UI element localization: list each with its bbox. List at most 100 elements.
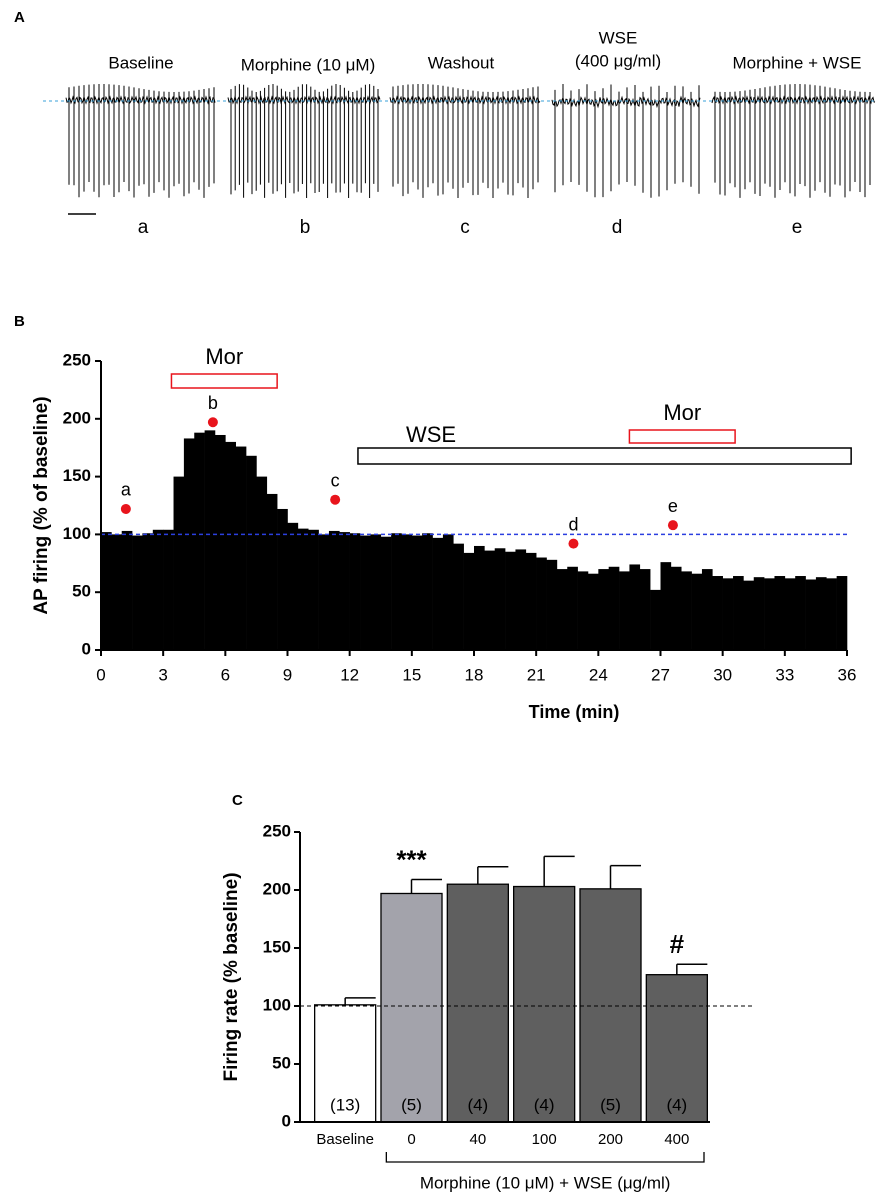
trace-noise [227, 95, 381, 105]
panel-label: A [14, 9, 25, 26]
bar [360, 535, 371, 650]
bar [277, 508, 288, 650]
panel-label: B [14, 313, 25, 330]
bar [691, 573, 703, 650]
y-tick-label: 250 [263, 821, 291, 840]
bar [204, 430, 216, 650]
bar [722, 578, 734, 650]
n-label: (4) [534, 1095, 555, 1114]
bar [629, 564, 641, 650]
n-label: (5) [401, 1095, 422, 1114]
significance-label: *** [396, 844, 427, 874]
x-tick-label: 200 [598, 1131, 623, 1148]
bar [121, 530, 133, 650]
span-box [628, 429, 736, 444]
bar [411, 535, 423, 650]
trace-letter: a [138, 217, 149, 238]
bar [235, 446, 247, 650]
bar [815, 577, 827, 650]
bar [132, 535, 143, 650]
bar [225, 441, 236, 650]
x-tick-label: 0 [96, 665, 105, 684]
x-tick-label: 3 [158, 665, 167, 684]
trace-letter: d [612, 217, 623, 238]
x-tick-label: 18 [465, 665, 484, 684]
x-tick-label: 30 [713, 665, 732, 684]
trace-spikes [230, 84, 379, 198]
trace-noise [711, 95, 876, 105]
trace-spikes [68, 84, 215, 198]
x-tick-label: 100 [532, 1131, 557, 1148]
y-tick-label: 100 [263, 995, 291, 1014]
bar [743, 580, 755, 650]
bar [505, 551, 516, 650]
bar [163, 529, 174, 650]
marker-label: a [121, 480, 132, 500]
bar [805, 579, 817, 650]
y-tick-label: 250 [63, 350, 91, 369]
bar [681, 571, 692, 650]
bar [650, 589, 661, 650]
marker-label: d [568, 514, 578, 534]
bar [463, 552, 475, 650]
bar [446, 883, 509, 1123]
bar [660, 562, 672, 650]
x-tick-label: 12 [340, 665, 359, 684]
marker-label: b [208, 393, 218, 413]
bar [484, 550, 496, 650]
bar [753, 577, 765, 650]
bar [579, 888, 642, 1123]
bar [256, 476, 268, 650]
span-box [170, 373, 278, 389]
bar [764, 578, 775, 650]
trace-noise [551, 95, 701, 109]
bar [494, 548, 506, 650]
bar [349, 533, 361, 650]
bar [422, 533, 433, 650]
bar [318, 534, 330, 650]
y-tick-label: 200 [263, 879, 291, 898]
bar [328, 530, 340, 650]
bar [111, 534, 123, 650]
bar [380, 892, 443, 1123]
x-tick-label: 36 [838, 665, 857, 684]
bar [567, 566, 578, 650]
marker [667, 520, 678, 531]
x-axis-label: Time (min) [529, 702, 620, 722]
bar [101, 532, 112, 650]
x-tick-label: 40 [469, 1131, 486, 1148]
x-tick-label: 27 [651, 665, 670, 684]
x-tick-label: 400 [664, 1131, 689, 1148]
x-tick-label: 9 [283, 665, 292, 684]
bar [246, 455, 257, 650]
condition-label: (400 μg/ml) [575, 51, 661, 70]
condition-label: Morphine (10 μM) [241, 55, 376, 74]
bar [391, 533, 402, 650]
bar [287, 522, 299, 650]
bar [380, 536, 392, 650]
y-tick-label: 0 [282, 1111, 291, 1130]
bar [266, 493, 278, 650]
marker-label: e [668, 496, 678, 516]
bar [453, 543, 464, 650]
bar [183, 438, 195, 650]
bar [152, 529, 164, 650]
bar [608, 566, 620, 650]
marker [330, 494, 341, 505]
n-label: (4) [467, 1095, 488, 1114]
condition-label: Baseline [108, 53, 173, 72]
bar [712, 576, 723, 650]
bar [701, 569, 713, 650]
bar [339, 532, 350, 650]
condition-label: Morphine + WSE [733, 53, 862, 72]
x-tick-label: 0 [407, 1131, 415, 1148]
n-label: (13) [330, 1095, 360, 1114]
bar [370, 534, 382, 650]
bar [308, 529, 319, 650]
bar [836, 576, 848, 650]
bar [795, 576, 806, 650]
bar [194, 432, 205, 650]
n-label: (5) [600, 1095, 621, 1114]
panel-label: C [232, 792, 243, 809]
